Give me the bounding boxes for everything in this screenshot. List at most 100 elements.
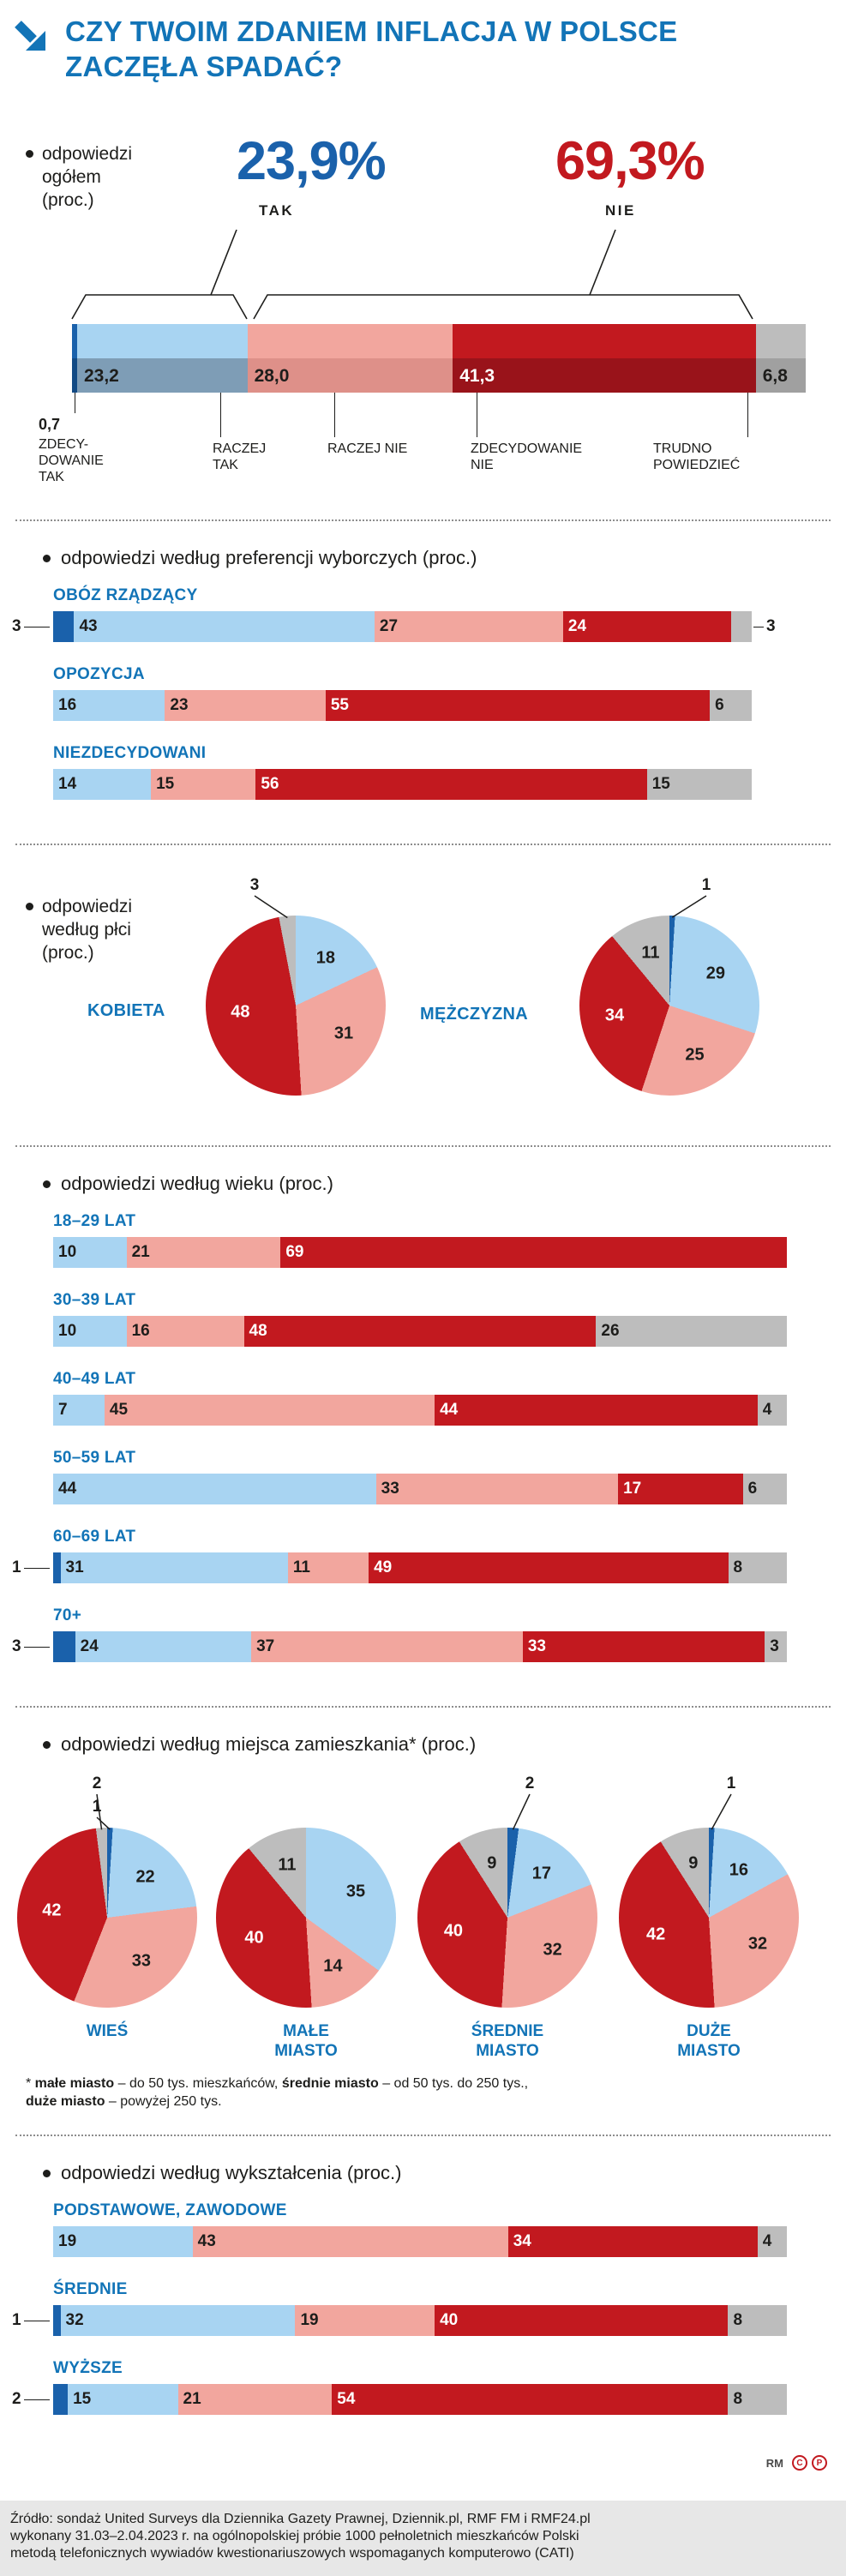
pie-label-line: ŚREDNIE xyxy=(471,2022,544,2040)
caption-line: POWIEDZIEĆ xyxy=(653,458,741,472)
overall-bar-value: 23,2 xyxy=(83,366,119,386)
caption-line: TAK xyxy=(39,470,64,484)
footnote-text: – powyżej 250 tys. xyxy=(105,2094,222,2109)
overall-bar-caption-value: 0,7 xyxy=(39,416,61,433)
overall-bar-segment: 6,8 xyxy=(755,324,806,393)
bar-segment: 32 xyxy=(60,2305,296,2336)
bar-segment: 4 xyxy=(757,1395,787,1426)
bar-group-50-59-lat: 50–59 LAT 44 33 17 6 xyxy=(0,1449,846,1504)
preferences-heading-text: odpowiedzi według preferencji wyborczych… xyxy=(61,547,477,568)
stacked-bar: 44 33 17 6 xyxy=(53,1474,787,1504)
pie-label-line: DUŻE xyxy=(687,2022,731,2040)
overall-bar-captions: 0,7 ZDECY- DOWANIE TAK RACZEJ TAK RACZEJ NIE ZD… xyxy=(0,393,846,499)
pie-callout-value: 2 xyxy=(525,1774,535,1792)
pie-slice-value: 11 xyxy=(641,943,660,963)
pie-slice-value: 9 xyxy=(487,1853,497,1873)
bar-segment-value: 49 xyxy=(374,1558,393,1576)
bar-segment: 54 xyxy=(332,2384,729,2415)
bar-segment-value: 8 xyxy=(733,2311,743,2329)
caption-line: DOWANIE xyxy=(39,453,104,468)
footnote-text: małe miasto xyxy=(34,2076,115,2091)
bar-segment-value: 37 xyxy=(256,1637,275,1655)
bar-segment-value: 27 xyxy=(379,617,399,635)
bar-segment: 56 xyxy=(255,769,647,800)
bar-segment-value: 69 xyxy=(285,1243,304,1261)
pie-slice-value: 40 xyxy=(244,1928,264,1948)
bar-group-label: 50–59 LAT xyxy=(53,1449,136,1467)
bullet-icon xyxy=(26,903,33,910)
total-no-label: NIE xyxy=(605,202,636,219)
bar-segment-value: 48 xyxy=(249,1322,267,1340)
dotted-divider xyxy=(15,519,831,521)
overall-heading-line: odpowiedzi xyxy=(42,144,133,164)
stacked-bar: 31 11 49 8 xyxy=(53,1552,787,1583)
section-education: odpowiedzi według wykształcenia (proc.) … xyxy=(0,2157,846,2438)
preferences-bars: OBÓZ RZĄDZĄCY 3 3 43 27 24 OPOZYCJA 16 23 55 6 NIEZ… xyxy=(0,586,846,800)
pie-slice-value: 16 xyxy=(729,1860,748,1880)
bar-segment: 69 xyxy=(280,1237,787,1268)
bar-callout-line xyxy=(24,1647,50,1648)
pie-chart xyxy=(579,916,759,1096)
bar-segment: 15 xyxy=(68,2384,178,2415)
bar-row-wrap: 3 3 43 27 24 xyxy=(12,611,776,642)
total-no-value: 69,3% xyxy=(555,131,705,191)
bar-callout-value: 3 xyxy=(12,1637,21,1655)
pie-slice-value: 32 xyxy=(543,1940,562,1960)
pie-slice-value: 22 xyxy=(135,1867,155,1887)
pie-label-line: MIASTO xyxy=(274,2042,338,2060)
bar-segment-value: 3 xyxy=(770,1637,779,1655)
bar-segment-value: 17 xyxy=(623,1480,642,1498)
overall-bar-value: 41,3 xyxy=(459,366,495,386)
pie-slice-value: 18 xyxy=(315,948,335,968)
pie-slice-value: 42 xyxy=(645,1924,666,1944)
bar-segment: 43 xyxy=(74,611,375,642)
bar-segment: 26 xyxy=(596,1316,787,1347)
bar-segment: 15 xyxy=(151,769,256,800)
bar-segment xyxy=(53,1552,61,1583)
footnote-line: * małe miasto – do 50 tys. mieszkańców, … xyxy=(26,2075,846,2093)
pie-slice-value: 34 xyxy=(604,1006,625,1025)
bar-group-label: PODSTAWOWE, ZAWODOWE xyxy=(53,2201,287,2219)
bar-segment: 14 xyxy=(53,769,152,800)
bar-segment xyxy=(53,2384,69,2415)
caption-line: ZDECYDOWANIE xyxy=(471,441,583,456)
bar-callout-value: 1 xyxy=(12,1558,21,1576)
source-line: Źródło: sondaż United Surveys dla Dzienn… xyxy=(10,2512,591,2526)
caption-line: TRUDNO xyxy=(653,441,712,456)
overall-heading-line: (proc.) xyxy=(42,190,94,210)
section-age: odpowiedzi według wieku (proc.) 18–29 LA… xyxy=(0,1168,846,1685)
gender-heading: odpowiedzi według płci (proc.) xyxy=(26,895,132,964)
pie-label-line: WIEŚ xyxy=(86,2022,129,2040)
age-bars: 18–29 LAT 10 21 69 30–39 LAT 10 16 48 26 40–49 LA… xyxy=(0,1212,846,1662)
overall-bar-segment xyxy=(72,324,77,393)
bar-group-label: ŚREDNIE xyxy=(53,2280,128,2298)
bar-row-wrap: 14 15 56 15 xyxy=(53,769,752,800)
bar-group-podstawowe-zawodowe: PODSTAWOWE, ZAWODOWE 19 43 34 4 xyxy=(0,2201,846,2257)
bullet-icon xyxy=(43,554,51,562)
bar-group-40-49-lat: 40–49 LAT 7 45 44 4 xyxy=(0,1370,846,1426)
bullet-icon xyxy=(43,1740,51,1749)
pie-slice-value: 31 xyxy=(333,1024,354,1043)
bar-segment-value: 40 xyxy=(440,2311,459,2329)
bar-group-opozycja: OPOZYCJA 16 23 55 6 xyxy=(0,665,846,721)
pie-kobieta: 18 31 48 3 xyxy=(206,874,386,1096)
header: CZY TWOIM ZDANIEM INFLACJA W POLSCE ZACZĘ… xyxy=(0,0,846,89)
total-yes-label: TAK xyxy=(259,202,295,219)
bullet-icon xyxy=(43,2169,51,2177)
bar-segment: 44 xyxy=(53,1474,376,1504)
bar-segment: 43 xyxy=(192,2226,508,2257)
bar-segment: 6 xyxy=(742,1474,787,1504)
pie-slice-value: 9 xyxy=(688,1853,699,1873)
overall-bar-caption: TRUDNO POWIEDZIEĆ xyxy=(653,441,740,473)
bar-row-wrap: 2 15 21 54 8 xyxy=(12,2384,787,2415)
bar-segment-value: 19 xyxy=(58,2232,77,2250)
pie-label-rednie-miasto: ŚREDNIE MIASTO xyxy=(417,2021,597,2061)
bullet-icon xyxy=(26,150,33,158)
bar-row-wrap: 16 23 55 6 xyxy=(53,690,752,721)
bar-segment: 16 xyxy=(53,690,165,721)
bar-segment: 45 xyxy=(104,1395,435,1426)
bar-segment: 27 xyxy=(374,611,563,642)
bar-segment-value: 19 xyxy=(300,2311,319,2329)
education-heading-text: odpowiedzi według wykształcenia (proc.) xyxy=(61,2162,402,2183)
bar-segment: 40 xyxy=(435,2305,729,2336)
